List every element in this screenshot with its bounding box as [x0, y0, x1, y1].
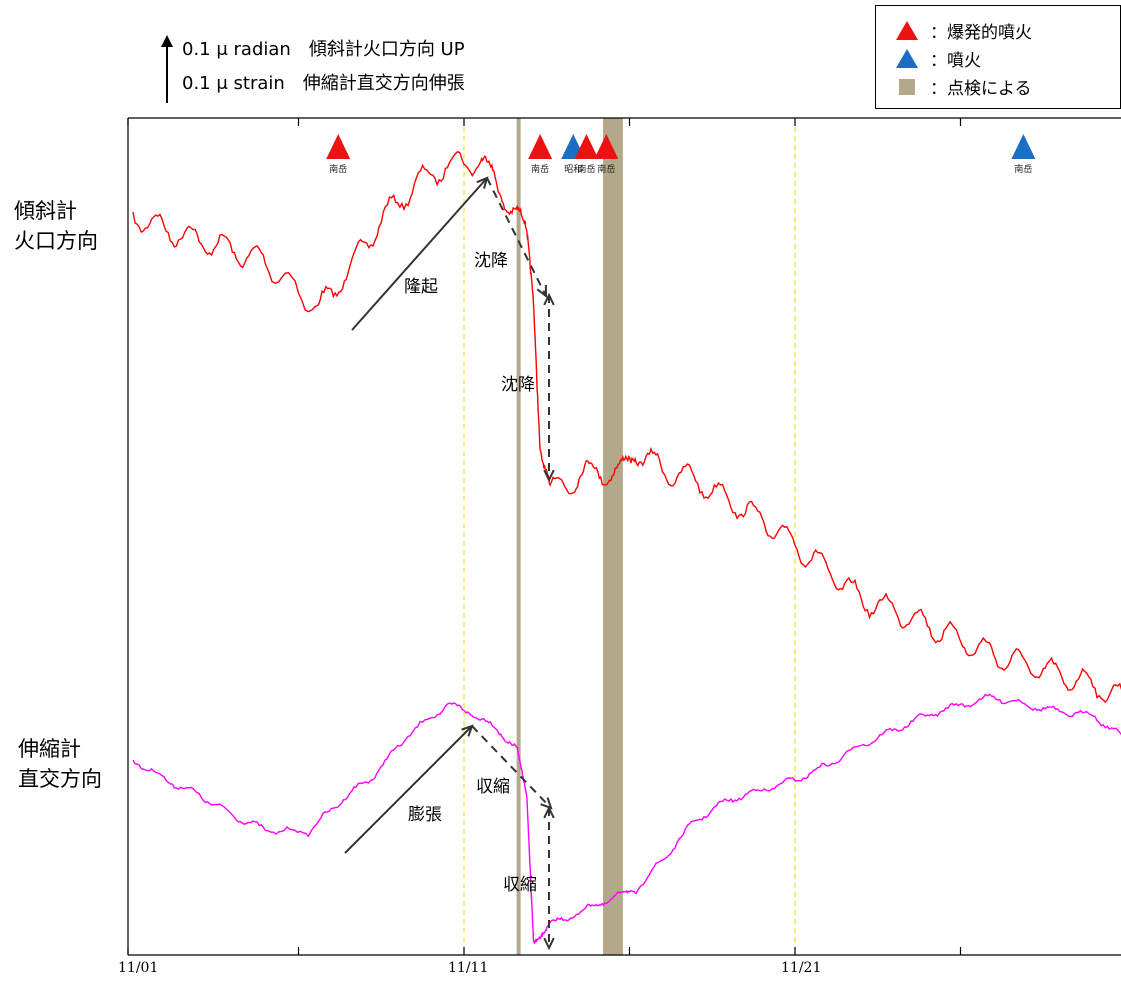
- tiltmeter-label-2: 火口方向: [14, 229, 98, 253]
- series-line-2: [132, 693, 1121, 945]
- inspection-thin-band: [516, 118, 521, 955]
- arrow-strain-expansion: [344, 725, 473, 854]
- red-triangle-icon: [896, 21, 918, 40]
- scale-note-line2: 0.1 μ strain 伸縮計直交方向伸張: [182, 73, 465, 94]
- eruption-marker-label-3: 昭和: [564, 164, 582, 175]
- arrow-tilt-subsidence-slow: [486, 177, 547, 297]
- annotation-strain-contraction-slow: 収縮: [476, 777, 510, 797]
- scale-note-line1: 0.1 μ radian 傾斜計火口方向 UP: [182, 39, 465, 60]
- eruption-marker-6: [1011, 134, 1036, 159]
- eruption-marker-2: [528, 134, 553, 159]
- legend-item-inspection: ：点検による: [894, 74, 1032, 99]
- eruption-marker-label-5: 南岳: [597, 163, 615, 175]
- arrow-tilt-subsidence-fast-tail: [543, 292, 555, 306]
- legend: ：爆発的噴火 ：噴火 ：点検による: [875, 5, 1121, 109]
- eruption-marker-label-6: 南岳: [1014, 163, 1032, 175]
- legend-label-eruption: ：噴火: [930, 51, 981, 71]
- tan-square-icon: [899, 78, 915, 95]
- legend-label-inspection: ：点検による: [930, 79, 1032, 99]
- annotation-strain-contraction-fast: 収縮: [503, 875, 537, 895]
- x-tick-label-3: 11/21: [781, 960, 822, 976]
- x-tick-label-1: 11/01: [118, 960, 159, 976]
- legend-item-eruption: ：噴火: [894, 46, 981, 71]
- annotation-expansion: 膨張: [408, 805, 442, 825]
- blue-triangle-icon: [896, 49, 918, 68]
- eruption-marker-label-4: 南岳: [577, 163, 595, 175]
- eruption-marker-5: [594, 134, 619, 159]
- arrow-strain-contraction-slow-head: [540, 797, 553, 810]
- eruption-marker-label-2: 南岳: [531, 163, 549, 175]
- inspection-band: [603, 118, 623, 955]
- extensometer-label-1: 伸縮計: [18, 737, 81, 761]
- arrow-tilt-subsidence-fast-head: [543, 469, 555, 483]
- eruption-marker-label-1: 南岳: [329, 163, 347, 175]
- scale-arrow-icon: [160, 35, 174, 107]
- series-line-1: [132, 150, 1121, 704]
- tiltmeter-label-1: 傾斜計: [14, 199, 77, 223]
- eruption-marker-4: [574, 134, 599, 159]
- legend-label-explosive: ：爆発的噴火: [930, 23, 1032, 43]
- arrow-strain-contraction-slow: [471, 725, 552, 809]
- arrow-strain-contraction-fast-head: [543, 937, 555, 951]
- annotation-uplift: 隆起: [404, 277, 438, 297]
- annotation-tilt-subsidence-slow: 沈降: [474, 251, 508, 271]
- arrow-strain-contraction-fast-tail: [543, 805, 555, 819]
- extensometer-label-2: 直交方向: [18, 767, 102, 791]
- arrow-tilt-subsidence-slow-head: [536, 284, 548, 299]
- eruption-marker-1: [326, 134, 351, 159]
- annotation-tilt-subsidence-fast: 沈降: [501, 375, 535, 395]
- legend-item-explosive: ：爆発的噴火: [894, 18, 1032, 43]
- arrow-tilt-uplift: [351, 177, 488, 331]
- x-tick-label-2: 11/11: [448, 960, 489, 976]
